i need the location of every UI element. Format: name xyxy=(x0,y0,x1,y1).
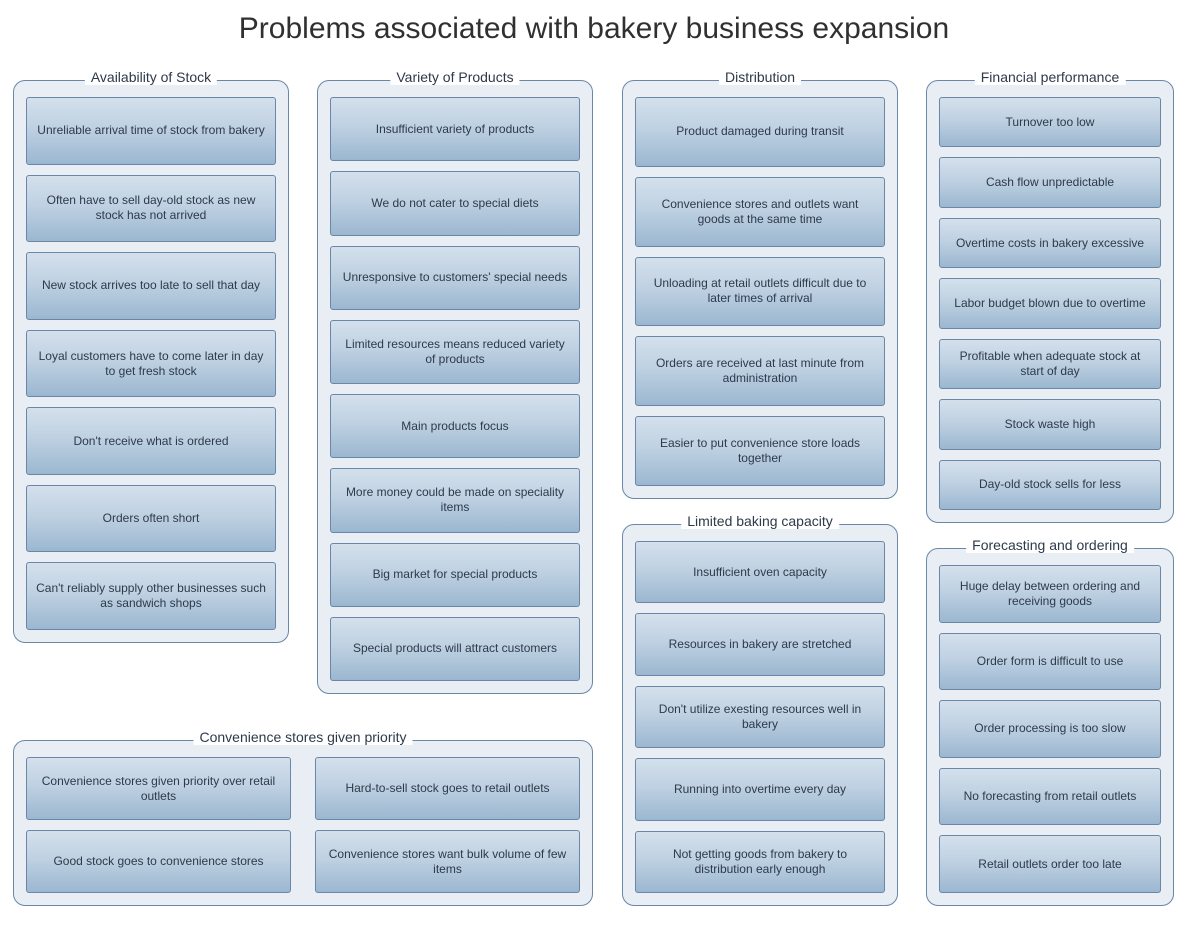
group-inner: Huge delay between ordering and receivin… xyxy=(939,565,1161,893)
group-inner: Insufficient oven capacity Resources in b… xyxy=(635,541,885,893)
problem-item: Don't receive what is ordered xyxy=(26,407,276,475)
group-forecasting: Forecasting and orderingHuge delay betwe… xyxy=(926,548,1174,906)
problem-item: Turnover too low xyxy=(939,97,1161,147)
group-legend: Variety of Products xyxy=(390,69,519,85)
group-inner: Turnover too low Cash flow unpredictable O… xyxy=(939,97,1161,510)
problem-item: Unreliable arrival time of stock from ba… xyxy=(26,97,276,165)
group-legend: Distribution xyxy=(719,69,801,85)
problem-item: Orders are received at last minute from … xyxy=(635,336,885,406)
problem-item: Resources in bakery are stretched xyxy=(635,613,885,675)
problem-item: Huge delay between ordering and receivin… xyxy=(939,565,1161,623)
group-legend: Forecasting and ordering xyxy=(966,537,1134,553)
problem-item: Not getting goods from bakery to distrib… xyxy=(635,831,885,893)
problem-item: Limited resources means reduced variety … xyxy=(330,320,580,384)
problem-item: Overtime costs in bakery excessive xyxy=(939,218,1161,268)
problem-item: Unloading at retail outlets difficult du… xyxy=(635,257,885,327)
group-legend: Availability of Stock xyxy=(85,69,217,85)
problem-item: Convenience stores and outlets want good… xyxy=(635,177,885,247)
problem-item: We do not cater to special diets xyxy=(330,171,580,235)
group-inner: Product damaged during transit Convenienc… xyxy=(635,97,885,486)
problem-item: Running into overtime every day xyxy=(635,758,885,820)
problem-item: Main products focus xyxy=(330,394,580,458)
problem-item: Good stock goes to convenience stores xyxy=(26,830,291,893)
group-inner: Insufficient variety of products We do no… xyxy=(330,97,580,681)
problem-item: Day-old stock sells for less xyxy=(939,460,1161,510)
problem-item: Special products will attract customers xyxy=(330,617,580,681)
group-legend: Financial performance xyxy=(975,69,1126,85)
group-availability: Availability of StockUnreliable arrival … xyxy=(13,80,289,643)
group-financial: Financial performanceTurnover too lowCas… xyxy=(926,80,1174,523)
diagram-title: Problems associated with bakery business… xyxy=(0,12,1188,46)
problem-item: Insufficient variety of products xyxy=(330,97,580,161)
problem-item: Product damaged during transit xyxy=(635,97,885,167)
problem-item: Cash flow unpredictable xyxy=(939,157,1161,207)
problem-item: Order form is difficult to use xyxy=(939,633,1161,691)
group-column: Convenience stores given priority over r… xyxy=(26,757,291,893)
problem-item: New stock arrives too late to sell that … xyxy=(26,252,276,320)
problem-item: Unresponsive to customers' special needs xyxy=(330,246,580,310)
problem-item: Profitable when adequate stock at start … xyxy=(939,339,1161,389)
problem-item: Convenience stores want bulk volume of f… xyxy=(315,830,580,893)
diagram-canvas: Problems associated with bakery business… xyxy=(0,0,1188,928)
problem-item: Labor budget blown due to overtime xyxy=(939,278,1161,328)
group-convenience: Convenience stores given priorityConveni… xyxy=(13,740,593,906)
group-capacity: Limited baking capacityInsufficient oven… xyxy=(622,524,898,906)
group-distribution: DistributionProduct damaged during trans… xyxy=(622,80,898,499)
group-inner: Unreliable arrival time of stock from ba… xyxy=(26,97,276,630)
problem-item: Loyal customers have to come later in da… xyxy=(26,330,276,398)
problem-item: Hard-to-sell stock goes to retail outlet… xyxy=(315,757,580,820)
problem-item: Don't utilize exesting resources well in… xyxy=(635,686,885,748)
group-variety: Variety of ProductsInsufficient variety … xyxy=(317,80,593,694)
problem-item: Stock waste high xyxy=(939,399,1161,449)
problem-item: Convenience stores given priority over r… xyxy=(26,757,291,820)
problem-item: Retail outlets order too late xyxy=(939,835,1161,893)
group-column: Hard-to-sell stock goes to retail outlet… xyxy=(315,757,580,893)
group-legend: Limited baking capacity xyxy=(681,513,839,529)
group-inner: Convenience stores given priority over r… xyxy=(26,757,580,893)
problem-item: Can't reliably supply other businesses s… xyxy=(26,562,276,630)
problem-item: Order processing is too slow xyxy=(939,700,1161,758)
problem-item: Easier to put convenience store loads to… xyxy=(635,416,885,486)
problem-item: No forecasting from retail outlets xyxy=(939,768,1161,826)
problem-item: Often have to sell day-old stock as new … xyxy=(26,175,276,243)
problem-item: More money could be made on speciality i… xyxy=(330,468,580,532)
problem-item: Big market for special products xyxy=(330,543,580,607)
group-legend: Convenience stores given priority xyxy=(194,729,413,745)
problem-item: Orders often short xyxy=(26,485,276,553)
problem-item: Insufficient oven capacity xyxy=(635,541,885,603)
